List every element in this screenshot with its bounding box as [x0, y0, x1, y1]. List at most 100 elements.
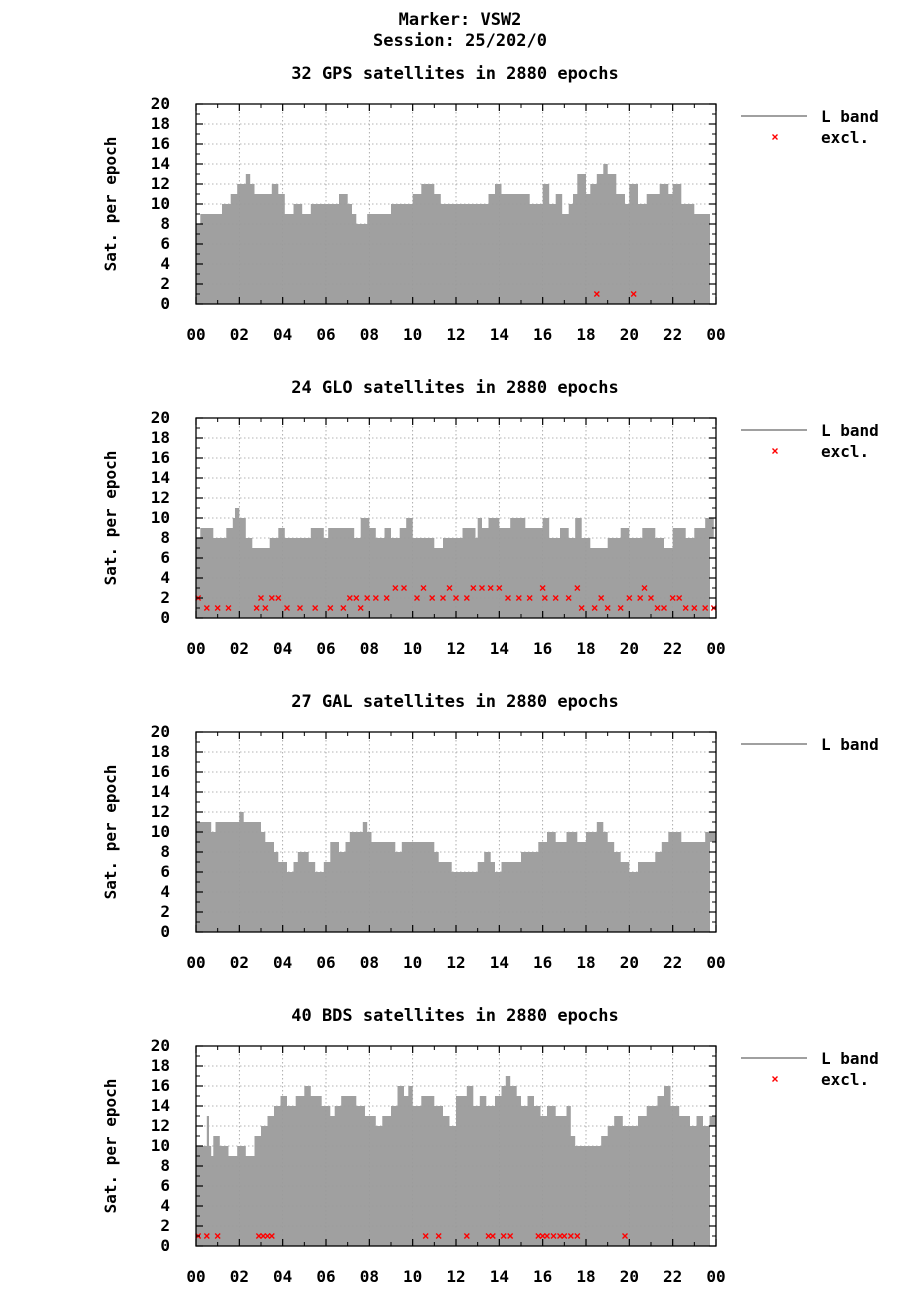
- excl-point-1-51: [661, 605, 667, 611]
- excl-point-1-16: [357, 605, 364, 611]
- excl-point-3-6: [268, 1233, 275, 1239]
- excl-point-3-10: [485, 1233, 492, 1239]
- x-tick-label-1-12: 00: [706, 639, 725, 658]
- excl-point-1-37: [541, 595, 548, 601]
- excl-point-1-13: [340, 605, 347, 611]
- chart-title-3: 40 BDS satellites in 2880 epochs: [291, 1006, 619, 1026]
- excl-point-1-22: [414, 595, 420, 601]
- excl-point-1-56: [702, 605, 709, 611]
- excl-point-1-4: [253, 605, 260, 611]
- excl-point-1-31: [487, 585, 494, 591]
- excl-point-3-8: [435, 1233, 442, 1239]
- excl-point-3-17: [550, 1233, 557, 1239]
- excl-point-3-7: [422, 1233, 429, 1239]
- excl-point-3-14: [535, 1233, 542, 1239]
- x-tick-label-2-6: 12: [446, 953, 465, 972]
- excl-point-0-0: [593, 291, 600, 297]
- x-tick-label-0-6: 12: [446, 325, 465, 344]
- series-area-l-band-3: [196, 1076, 716, 1246]
- legend-label-l-band-2: L band: [821, 735, 879, 754]
- excl-point-1-2: [214, 605, 221, 611]
- x-tick-label-1-0: 00: [186, 639, 205, 658]
- y-tick-label-2-2: 4: [160, 882, 170, 901]
- y-tick-label-2-9: 18: [151, 742, 170, 761]
- y-tick-label-1-1: 2: [160, 588, 170, 607]
- x-tick-label-3-7: 14: [490, 1267, 509, 1286]
- x-tick-label-3-6: 12: [446, 1267, 465, 1286]
- excl-point-1-12: [327, 605, 334, 611]
- excl-point-1-42: [591, 605, 598, 611]
- legend-marker-excl-0: [772, 134, 778, 140]
- y-tick-label-3-7: 14: [151, 1096, 170, 1115]
- y-tick-label-0-0: 0: [160, 294, 170, 313]
- y-tick-label-1-5: 10: [151, 508, 170, 527]
- excl-point-3-2: [214, 1233, 221, 1239]
- y-tick-label-3-9: 18: [151, 1056, 170, 1075]
- excl-point-1-25: [440, 595, 446, 601]
- excl-point-1-6: [262, 605, 269, 611]
- y-tick-label-2-10: 20: [151, 722, 170, 741]
- legend-label-l-band-0: L band: [821, 107, 879, 126]
- y-tick-label-0-7: 14: [151, 154, 170, 173]
- excl-point-3-4: [260, 1233, 267, 1239]
- y-tick-label-0-3: 6: [160, 234, 170, 253]
- excl-point-1-28: [463, 595, 470, 601]
- x-tick-label-3-1: 02: [230, 1267, 249, 1286]
- legend-label-l-band-3: L band: [821, 1049, 879, 1068]
- excl-point-3-16: [544, 1233, 550, 1239]
- excl-point-1-18: [372, 595, 379, 601]
- x-tick-label-2-2: 04: [273, 953, 292, 972]
- excl-point-1-36: [539, 585, 546, 591]
- excl-point-3-11: [489, 1233, 496, 1239]
- x-tick-label-0-7: 14: [490, 325, 509, 344]
- excl-point-1-29: [470, 585, 477, 591]
- excl-point-1-48: [641, 585, 648, 591]
- x-tick-label-1-8: 16: [533, 639, 552, 658]
- y-tick-label-1-3: 6: [160, 548, 170, 567]
- x-tick-label-0-12: 00: [706, 325, 725, 344]
- x-tick-label-2-9: 18: [576, 953, 595, 972]
- x-tick-label-2-3: 06: [316, 953, 335, 972]
- excl-point-1-45: [617, 605, 624, 611]
- y-tick-label-0-8: 16: [151, 134, 170, 153]
- y-tick-label-1-4: 8: [160, 528, 170, 547]
- excl-point-3-18: [557, 1233, 563, 1239]
- excl-point-3-19: [561, 1233, 568, 1239]
- excl-point-1-46: [626, 595, 633, 601]
- excl-point-1-11: [312, 605, 319, 611]
- x-tick-label-0-1: 02: [230, 325, 249, 344]
- x-tick-label-1-10: 20: [620, 639, 639, 658]
- excl-point-3-9: [463, 1233, 470, 1239]
- y-tick-label-2-0: 0: [160, 922, 170, 941]
- x-tick-label-2-0: 00: [186, 953, 205, 972]
- excl-point-1-15: [353, 595, 360, 601]
- excl-point-1-10: [297, 605, 303, 611]
- y-axis-label-2: Sat. per epoch: [101, 765, 120, 900]
- excl-point-1-1: [203, 605, 210, 611]
- excl-point-1-38: [552, 595, 559, 601]
- excl-point-3-5: [264, 1233, 271, 1239]
- y-tick-label-2-4: 8: [160, 842, 170, 861]
- excl-point-1-44: [604, 605, 611, 611]
- excl-point-1-39: [565, 595, 572, 601]
- excl-point-1-47: [637, 595, 644, 601]
- marker-label: Marker: VSW2: [398, 10, 522, 30]
- x-tick-label-1-2: 04: [273, 639, 292, 658]
- x-tick-label-2-10: 20: [620, 953, 639, 972]
- x-tick-label-3-4: 08: [360, 1267, 379, 1286]
- x-tick-label-0-9: 18: [576, 325, 595, 344]
- x-tick-label-3-10: 20: [620, 1267, 639, 1286]
- excl-point-1-41: [578, 605, 585, 611]
- x-tick-label-2-5: 10: [403, 953, 422, 972]
- y-tick-label-2-7: 14: [151, 782, 170, 801]
- y-tick-label-0-2: 4: [160, 254, 170, 273]
- excl-point-1-9: [284, 605, 290, 611]
- excl-point-1-27: [453, 595, 459, 601]
- y-tick-label-3-5: 10: [151, 1136, 170, 1155]
- session-label: Session: 25/202/0: [373, 31, 547, 51]
- y-tick-label-3-6: 12: [151, 1116, 170, 1135]
- x-tick-label-1-4: 08: [360, 639, 379, 658]
- x-tick-label-3-2: 04: [273, 1267, 292, 1286]
- excl-point-0-1: [630, 291, 637, 297]
- y-tick-label-0-6: 12: [151, 174, 170, 193]
